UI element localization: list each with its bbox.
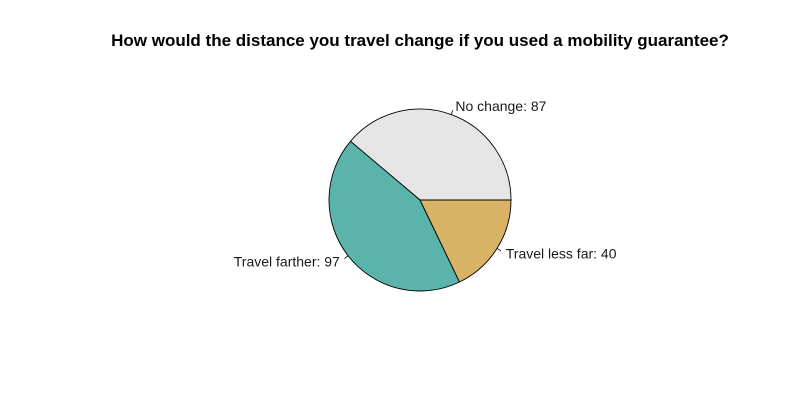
pie-slice-travel-less-far xyxy=(419,199,512,283)
pie-label-tick xyxy=(344,255,349,259)
pie-label-tick xyxy=(450,110,454,115)
pie-label: No change: 87 xyxy=(455,98,546,114)
chart-title: How would the distance you travel change… xyxy=(111,31,729,50)
pie-labels: No change: 87 Travel farther: 97 Travel le… xyxy=(234,98,617,269)
pie-slices xyxy=(328,108,512,292)
pie-label: Travel less far: 40 xyxy=(506,245,617,261)
pie-label: Travel farther: 97 xyxy=(234,253,340,269)
pie-label-tick xyxy=(496,248,502,252)
